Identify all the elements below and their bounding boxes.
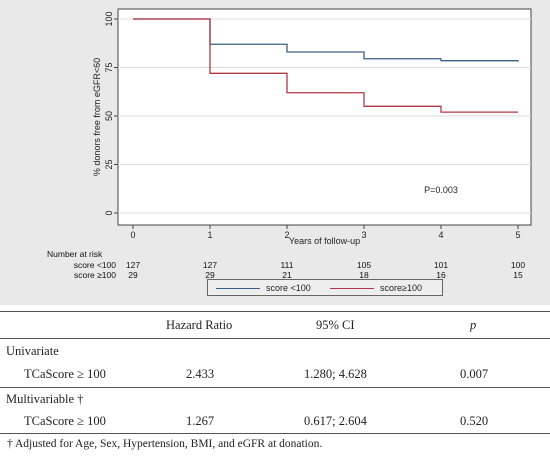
legend-swatch-low xyxy=(216,288,260,290)
risk-count: 105 xyxy=(357,260,371,270)
legend: score <100 score≥100 xyxy=(207,279,443,296)
table-bottom-rule xyxy=(0,433,550,434)
cell-hazard-ratio: 1.267 xyxy=(186,414,215,428)
risk-count: 18 xyxy=(359,270,369,280)
table-header-rule xyxy=(0,338,550,339)
legend-item-high: score≥100 xyxy=(330,283,422,293)
table-row: Univariate xyxy=(0,340,550,362)
cell-p: 0.007 xyxy=(460,367,489,381)
row-label: TCaScore ≥ 100 xyxy=(24,414,106,428)
y-tick-label: 100 xyxy=(104,11,114,26)
x-tick-label: 5 xyxy=(515,230,520,240)
x-tick-label: 3 xyxy=(361,230,366,240)
risk-count: 127 xyxy=(203,260,217,270)
risk-count: 15 xyxy=(513,270,523,280)
p-value-annotation: P=0.003 xyxy=(424,185,458,195)
cell-ci: 1.280; 4.628 xyxy=(304,367,367,381)
x-tick-label: 1 xyxy=(207,230,212,240)
cell-p: 0.520 xyxy=(460,414,489,428)
header-hazard-ratio: Hazard Ratio xyxy=(166,318,233,332)
y-axis-title: % donors free from eGFR<60 xyxy=(92,58,102,176)
plot-area xyxy=(117,8,532,226)
table-top-rule xyxy=(0,311,550,312)
legend-label-low: score <100 xyxy=(266,283,311,293)
x-tick-label: 4 xyxy=(438,230,443,240)
y-tick-label: 0 xyxy=(104,210,114,215)
risk-count: 29 xyxy=(205,270,215,280)
table-row: TCaScore ≥ 100 2.433 1.280; 4.628 0.007 xyxy=(0,363,550,385)
risk-row-label: score <100 xyxy=(74,260,117,270)
x-axis-title: Years of follow-up xyxy=(289,236,360,246)
y-tick-label: 50 xyxy=(104,111,114,121)
table-row: Multivariable † xyxy=(0,388,550,410)
table-footnote: † Adjusted for Age, Sex, Hypertension, B… xyxy=(7,438,323,450)
y-tick-label: 25 xyxy=(104,159,114,169)
km-curve-score-high xyxy=(133,18,518,113)
header-p: p xyxy=(470,318,477,332)
row-label: Univariate xyxy=(6,344,59,358)
table-row-rule xyxy=(0,387,550,388)
row-label: TCaScore ≥ 100 xyxy=(24,367,106,381)
risk-count: 111 xyxy=(281,260,294,270)
risk-count: 127 xyxy=(126,260,140,270)
x-tick-label: 2 xyxy=(284,230,289,240)
risk-count: 100 xyxy=(511,260,525,270)
km-plot: 0 25 50 75 100 0 1 2 3 4 5 Years of follow-up % dono… xyxy=(47,8,532,280)
risk-count: 29 xyxy=(128,270,138,280)
x-tick-label: 0 xyxy=(130,230,135,240)
legend-item-low: score <100 xyxy=(216,283,311,293)
risk-count: 21 xyxy=(282,270,292,280)
row-label: Multivariable † xyxy=(6,392,84,406)
table-header-row: Hazard Ratio 95% CI p xyxy=(0,314,550,336)
risk-table-title: Number at risk xyxy=(47,249,103,259)
header-ci: 95% CI xyxy=(316,318,355,332)
legend-label-high: score≥100 xyxy=(380,283,422,293)
risk-count: 16 xyxy=(436,270,446,280)
risk-row-label: score ≥100 xyxy=(74,270,116,280)
km-figure-panel: 0 25 50 75 100 0 1 2 3 4 5 Years of follow-up % dono… xyxy=(0,0,550,305)
table-row: TCaScore ≥ 100 1.267 0.617; 2.604 0.520 xyxy=(0,410,550,432)
cell-ci: 0.617; 2.604 xyxy=(304,414,367,428)
risk-count: 101 xyxy=(434,260,448,270)
legend-swatch-high xyxy=(330,288,374,290)
cell-hazard-ratio: 2.433 xyxy=(186,367,215,381)
y-tick-label: 75 xyxy=(104,62,114,72)
